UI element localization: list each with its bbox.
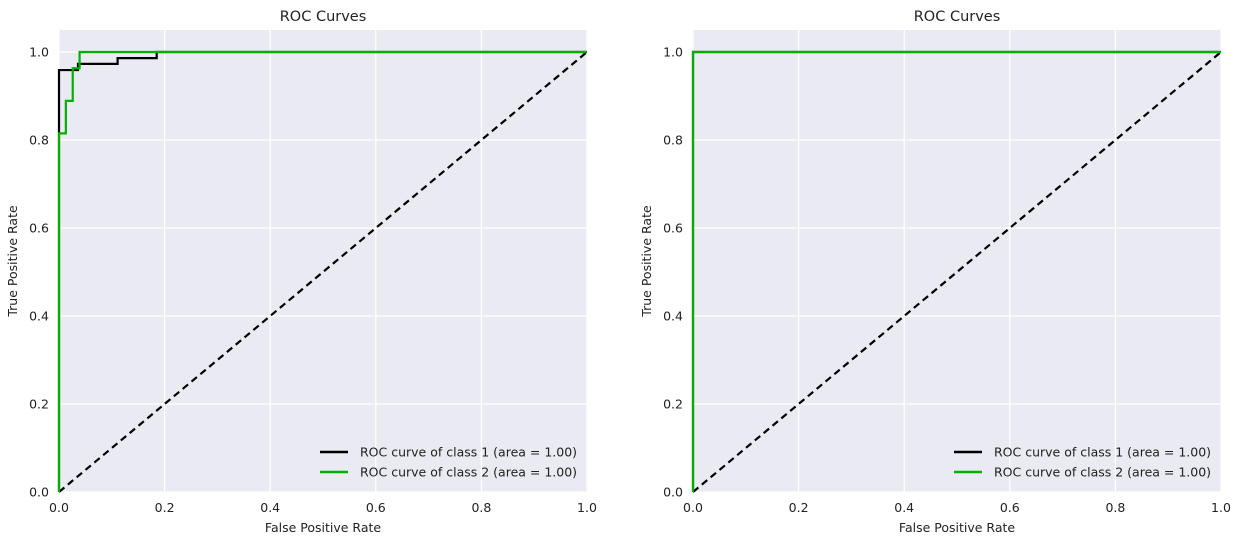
x-tick-label: 0.4 (894, 500, 914, 515)
x-tick-label: 0.0 (683, 500, 703, 515)
y-tick-label: 0.0 (29, 485, 49, 500)
x-tick-label: 0.2 (155, 500, 175, 515)
y-tick-label: 0.8 (663, 133, 683, 148)
legend-entry: ROC curve of class 1 (area = 1.00) (994, 445, 1211, 460)
x-axis-label: False Positive Rate (265, 520, 381, 535)
plot-area (59, 30, 587, 492)
y-tick-label: 0.6 (663, 221, 683, 236)
chart-title: ROC Curves (280, 9, 367, 25)
y-axis-label: True Positive Rate (639, 205, 654, 318)
x-tick-label: 0.2 (789, 500, 809, 515)
x-axis-label: False Positive Rate (899, 520, 1015, 535)
chart-panel-1: 0.0 0.2 0.4 0.6 0.8 1.0 0.0 0.2 0.4 0.6 0.8 1.0 ROC … (5, 9, 597, 535)
y-tick-label: 0.8 (29, 133, 49, 148)
legend-entry: ROC curve of class 1 (area = 1.00) (360, 445, 577, 460)
x-tick-label: 0.8 (1105, 500, 1125, 515)
chart-panel-2: 0.0 0.2 0.4 0.6 0.8 1.0 0.0 0.2 0.4 0.6 0.8 1.0 ROC … (639, 9, 1231, 535)
x-tick-label: 0.4 (260, 500, 280, 515)
y-tick-label: 0.4 (29, 309, 49, 324)
x-tick-label: 0.0 (49, 500, 69, 515)
series-line-2 (691, 50, 1221, 492)
y-tick-label: 0.2 (29, 397, 49, 412)
y-tick-label: 0.0 (663, 485, 683, 500)
chart-title: ROC Curves (914, 9, 1001, 25)
plot-area (693, 30, 1221, 492)
y-tick-label: 0.6 (29, 221, 49, 236)
y-tick-label: 1.0 (29, 45, 49, 60)
legend-entry: ROC curve of class 2 (area = 1.00) (360, 465, 577, 480)
x-tick-label: 1.0 (1211, 500, 1231, 515)
x-tick-label: 1.0 (577, 500, 597, 515)
x-tick-label: 0.6 (1000, 500, 1020, 515)
y-axis-label: True Positive Rate (5, 205, 20, 318)
y-tick-label: 0.4 (663, 309, 683, 324)
y-tick-label: 0.2 (663, 397, 683, 412)
y-tick-label: 1.0 (663, 45, 683, 60)
legend-entry: ROC curve of class 2 (area = 1.00) (994, 465, 1211, 480)
series-line-1 (57, 50, 587, 492)
x-tick-label: 0.6 (366, 500, 386, 515)
series-line-2 (57, 50, 587, 492)
x-tick-label: 0.8 (471, 500, 491, 515)
